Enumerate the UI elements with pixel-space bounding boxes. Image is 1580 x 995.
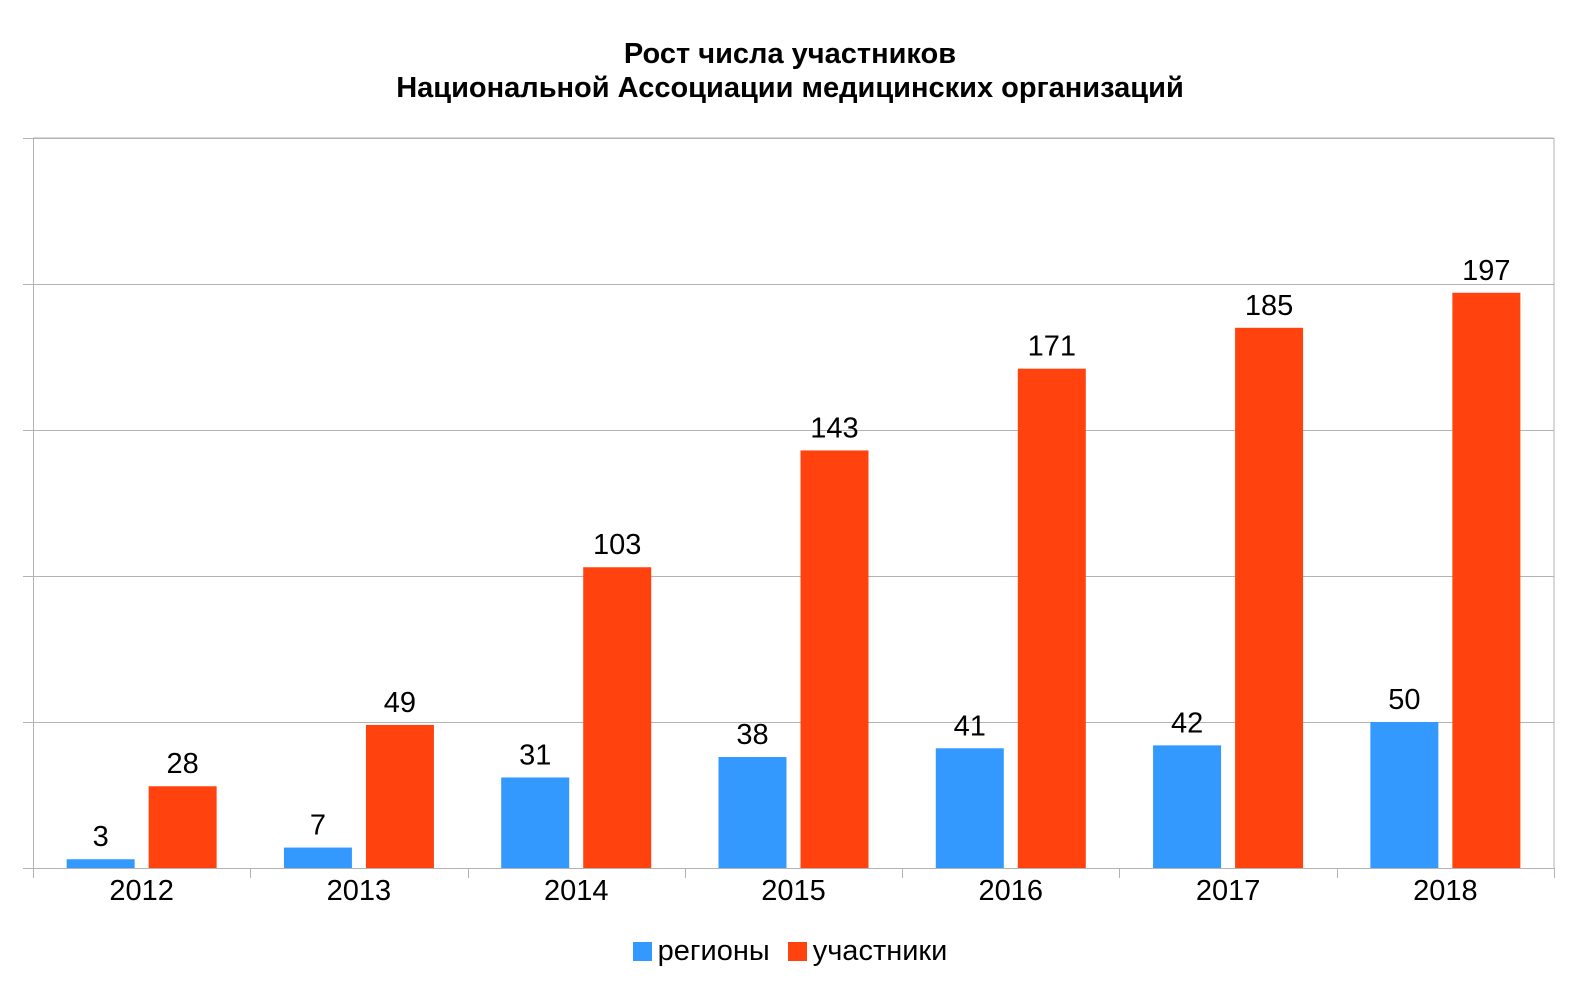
x-tick-label: 2015 (761, 875, 826, 907)
data-label: 41 (954, 710, 986, 742)
data-label: 42 (1171, 707, 1203, 739)
bar-participants-2013 (365, 724, 434, 868)
bar-participants-2014 (583, 567, 652, 868)
chart-title-line-1: Рост числа участников (623, 38, 957, 70)
legend-label-regions: регионы (657, 935, 770, 967)
x-tick-label: 2018 (1413, 875, 1478, 907)
bar-regions-2016 (935, 748, 1004, 868)
data-label: 28 (167, 748, 199, 780)
x-tick-label: 2012 (109, 875, 174, 907)
chart-title-line-2: Национальной Ассоциации медицинских орга… (396, 72, 1184, 104)
data-label: 3 (93, 821, 109, 853)
x-tick-label: 2016 (979, 875, 1044, 907)
bar-participants-2012 (148, 786, 217, 868)
bar-participants-2017 (1235, 327, 1304, 868)
x-tick-label: 2017 (1196, 875, 1261, 907)
data-label: 49 (384, 687, 416, 719)
bar-participants-2018 (1452, 292, 1521, 868)
bar-participants-2016 (1017, 368, 1086, 868)
legend-item-regions: регионы (632, 935, 770, 968)
data-label: 171 (1028, 331, 1076, 363)
bar-regions-2015 (718, 757, 787, 868)
data-label: 197 (1462, 255, 1510, 287)
bar-regions-2013 (283, 847, 352, 868)
data-label: 7 (310, 810, 326, 842)
legend: регионы участники (0, 935, 1580, 968)
bar-regions-2018 (1370, 722, 1439, 868)
legend-label-participants: участники (812, 935, 948, 967)
data-label: 50 (1388, 684, 1420, 716)
data-label: 31 (519, 739, 551, 771)
bar-regions-2014 (501, 777, 570, 868)
x-tick-label: 2014 (544, 875, 609, 907)
bar-regions-2012 (66, 859, 135, 868)
legend-item-participants: участники (787, 935, 948, 968)
data-label: 143 (810, 412, 858, 444)
data-label: 103 (593, 529, 641, 561)
x-tick-label: 2013 (327, 875, 392, 907)
data-label: 38 (736, 719, 768, 751)
legend-swatch-regions (632, 942, 652, 961)
bar-participants-2015 (800, 450, 869, 868)
legend-swatch-participants (787, 942, 807, 961)
data-label: 185 (1245, 290, 1293, 322)
bar-regions-2017 (1153, 745, 1222, 868)
